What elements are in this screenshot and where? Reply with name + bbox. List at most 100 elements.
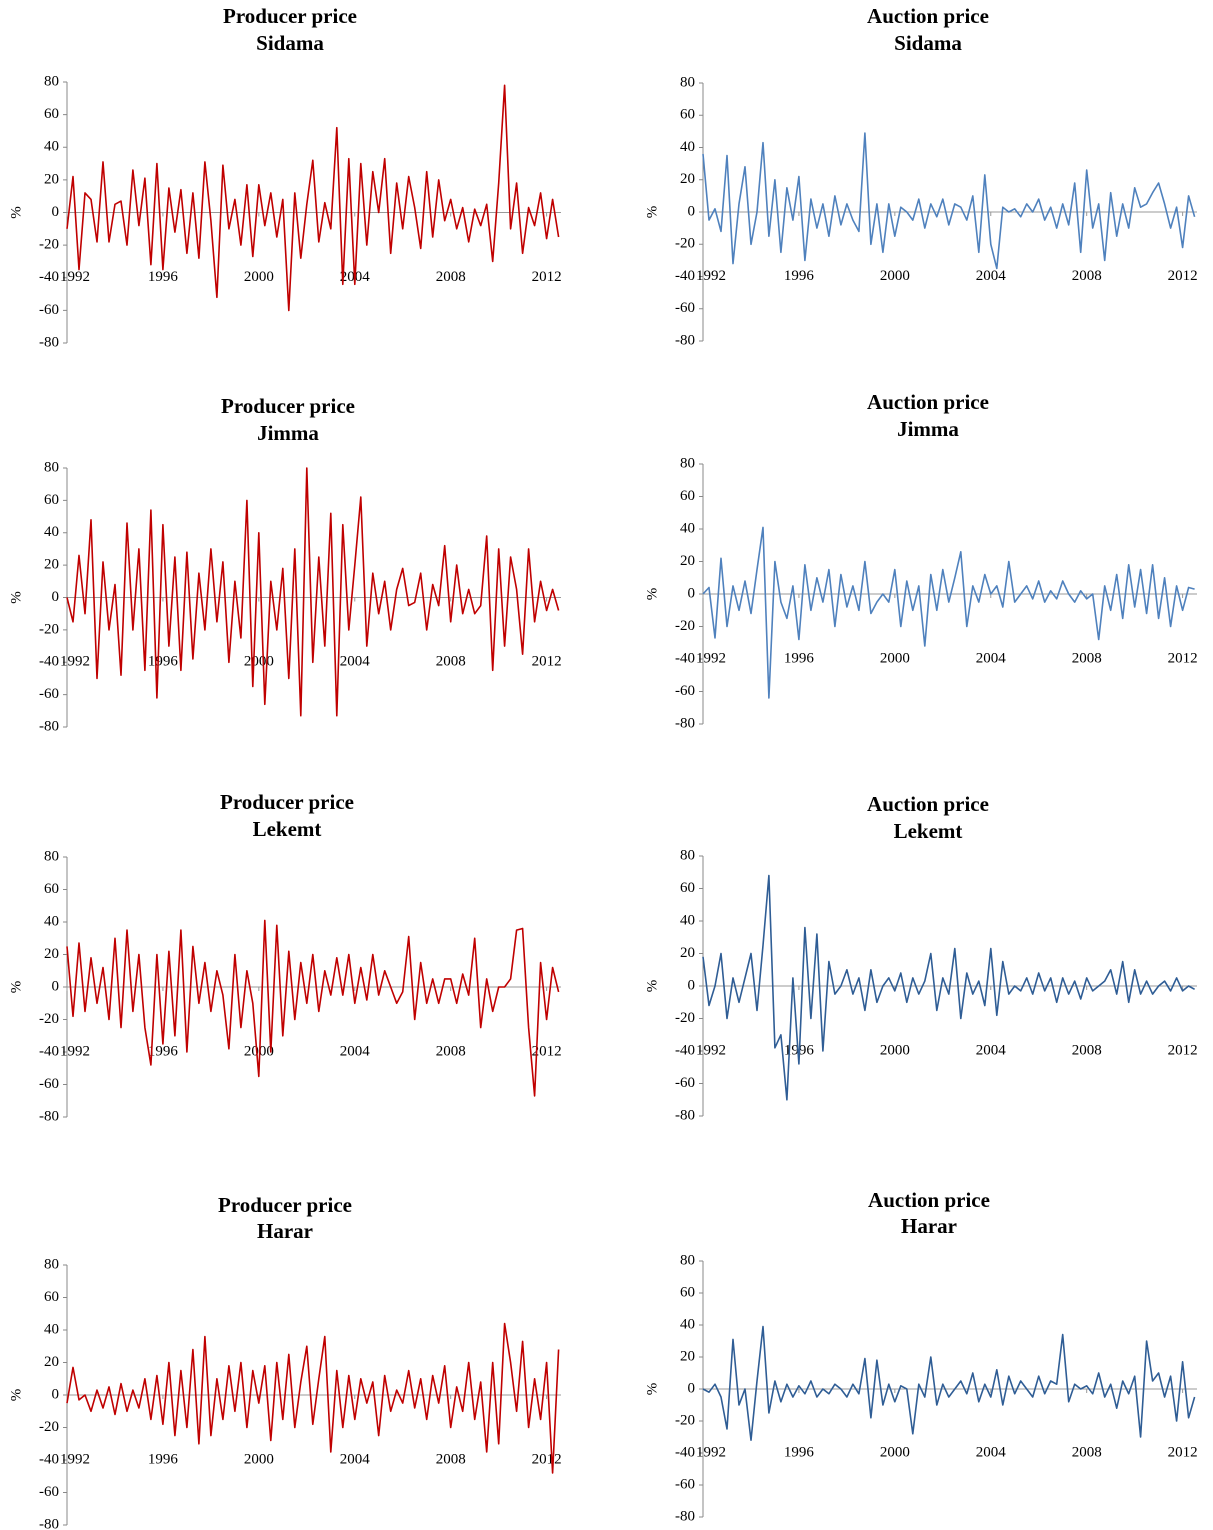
y-tick-label: 0 [688, 1380, 696, 1396]
data-line [702, 526, 1195, 699]
y-tick-label: 80 [44, 459, 59, 475]
x-tick-label: 1996 [148, 269, 179, 285]
y-axis-label: % [8, 981, 24, 994]
y-tick-label: -40 [39, 269, 59, 285]
chart-subtitle: Jimma [897, 417, 959, 441]
x-tick-label: 1992 [60, 1451, 90, 1467]
x-tick-label: 2004 [976, 268, 1007, 284]
x-tick-label: 2000 [880, 650, 910, 666]
x-tick-label: 2012 [532, 269, 562, 285]
y-tick-label: -60 [675, 1075, 695, 1091]
y-tick-label: 20 [44, 1354, 59, 1370]
y-tick-label: 20 [44, 171, 59, 187]
y-axis-label: % [8, 206, 24, 219]
y-axis-label: % [644, 1383, 660, 1396]
y-tick-label: -80 [675, 715, 695, 731]
data-line [66, 919, 560, 1097]
y-tick-label: -40 [39, 1451, 59, 1467]
y-tick-label: -20 [675, 1412, 695, 1428]
y-tick-label: 40 [680, 520, 695, 536]
y-tick-label: -40 [39, 654, 59, 670]
y-tick-label: 20 [680, 1348, 695, 1364]
y-tick-label: -20 [675, 618, 695, 634]
y-tick-label: -60 [39, 1484, 59, 1500]
chart-title: Producer price [218, 1193, 352, 1217]
x-tick-label: 2008 [436, 654, 466, 670]
x-tick-label: 2004 [340, 1451, 371, 1467]
chart-title: Producer price [221, 394, 355, 418]
y-tick-label: -60 [39, 686, 59, 702]
y-tick-label: 0 [52, 978, 60, 994]
y-tick-label: 20 [680, 945, 695, 961]
y-axis-label: % [644, 980, 660, 993]
chart-title: Auction price [867, 390, 989, 414]
x-tick-label: 2008 [1072, 1444, 1102, 1460]
y-tick-label: -60 [39, 302, 59, 318]
y-tick-label: 40 [680, 1316, 695, 1332]
data-line [702, 132, 1196, 270]
data-line [702, 1325, 1196, 1441]
x-tick-label: 2012 [532, 654, 562, 670]
chart-title: Auction price [868, 1188, 990, 1212]
chart-title: Producer price [223, 4, 357, 28]
x-tick-label: 2004 [976, 1042, 1007, 1058]
y-tick-label: 60 [680, 880, 695, 896]
x-tick-label: 2000 [244, 1043, 274, 1059]
y-tick-label: 40 [44, 913, 59, 929]
chart-panel: Producer price Jimma% -80 -60 -40 -20 0 20 40 60 8… [8, 394, 561, 735]
x-tick-label: 2012 [532, 1043, 562, 1059]
chart-subtitle: Harar [901, 1214, 957, 1238]
x-tick-label: 2000 [244, 1451, 274, 1467]
x-tick-label: 2000 [880, 1444, 910, 1460]
y-tick-label: -80 [39, 1516, 59, 1530]
y-tick-label: 60 [44, 881, 59, 897]
x-tick-label: 1996 [784, 1444, 815, 1460]
chart-panel: Producer price Sidama% -80 -60 -40 -20 0 20 40 60… [8, 4, 561, 351]
y-tick-label: -20 [39, 1419, 59, 1435]
x-tick-label: 2008 [1072, 1042, 1102, 1058]
x-tick-label: 1996 [148, 1043, 179, 1059]
y-tick-label: -80 [675, 1107, 695, 1123]
y-tick-label: 60 [680, 488, 695, 504]
chart-panel: Producer price Lekemt% -80 -60 -40 -20 0 20 40 60… [8, 790, 561, 1125]
y-tick-label: 40 [44, 1321, 59, 1337]
y-tick-label: -20 [39, 1011, 59, 1027]
y-tick-label: 80 [44, 73, 59, 89]
x-tick-label: 2004 [976, 1444, 1007, 1460]
x-tick-label: 2012 [532, 1451, 562, 1467]
x-tick-label: 2012 [1168, 268, 1198, 284]
y-tick-label: 80 [680, 74, 695, 90]
y-tick-label: -80 [39, 334, 59, 350]
x-tick-label: 2004 [976, 650, 1007, 666]
x-tick-label: 2008 [1072, 650, 1102, 666]
x-tick-label: 2000 [880, 268, 910, 284]
y-tick-label: 40 [44, 139, 59, 155]
y-tick-label: 60 [44, 1289, 59, 1305]
data-line [66, 84, 560, 312]
chart-title: Producer price [220, 790, 354, 814]
x-tick-label: 1992 [696, 1444, 726, 1460]
y-tick-label: 0 [688, 585, 696, 601]
chart-title: Auction price [867, 4, 989, 28]
y-tick-label: -60 [675, 300, 695, 316]
y-tick-label: 60 [680, 1284, 695, 1300]
x-tick-label: 1992 [60, 654, 90, 670]
x-tick-label: 2008 [436, 1043, 466, 1059]
y-tick-label: 80 [44, 848, 59, 864]
y-tick-label: 60 [44, 106, 59, 122]
y-tick-label: 40 [680, 912, 695, 928]
y-tick-label: -80 [675, 332, 695, 348]
y-tick-label: -60 [39, 1076, 59, 1092]
x-tick-label: 1992 [696, 650, 726, 666]
chart-subtitle: Jimma [257, 421, 319, 445]
x-tick-label: 1992 [696, 268, 726, 284]
chart-subtitle: Lekemt [894, 819, 963, 843]
x-tick-label: 1992 [696, 1042, 726, 1058]
x-tick-label: 2008 [1072, 268, 1102, 284]
chart-subtitle: Sidama [256, 31, 324, 55]
y-tick-label: -60 [675, 683, 695, 699]
y-tick-label: 80 [680, 455, 695, 471]
y-tick-label: -80 [675, 1508, 695, 1524]
